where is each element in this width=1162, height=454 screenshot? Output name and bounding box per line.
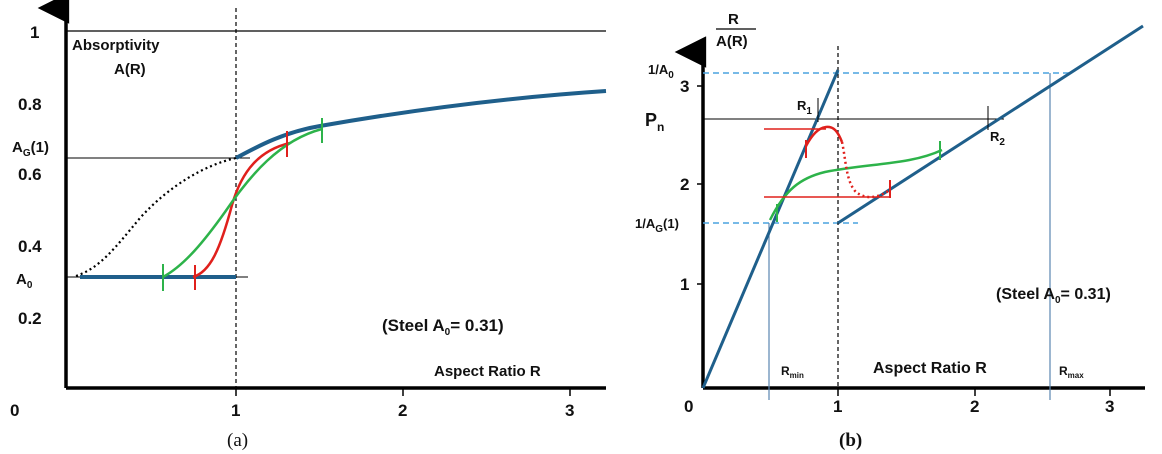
panel-b-xtick-label-0: 0 bbox=[684, 397, 693, 416]
panel-a-ytick-1: 1 bbox=[30, 23, 39, 42]
panel-a-ag-label: AG(1) bbox=[12, 139, 49, 159]
panel-b-red-dotted bbox=[840, 141, 891, 199]
panel-a-ylabel-line1: Absorptivity bbox=[72, 37, 160, 54]
panel-a-note: (Steel A0= 0.31) bbox=[382, 316, 504, 338]
panel-a-xtick-label-3: 3 bbox=[565, 401, 574, 420]
panel-b-red-curve bbox=[804, 125, 844, 147]
panel-b-note: (Steel A0= 0.31) bbox=[996, 286, 1111, 306]
panel-a-xlabel: Aspect Ratio R bbox=[434, 363, 541, 380]
panel-b-rmin-label: Rmin bbox=[781, 364, 804, 380]
panel-b-xtick-label-2: 2 bbox=[970, 397, 979, 416]
panel-b-caption: (b) bbox=[839, 430, 862, 451]
panel-a-ytick-02: 0.2 bbox=[18, 309, 42, 328]
panel-a-main-curve bbox=[235, 89, 607, 160]
panel-a-red-curve bbox=[192, 141, 291, 279]
panel-a-ytick-08: 0.8 bbox=[18, 95, 42, 114]
panel-b-main-line-left bbox=[701, 69, 840, 389]
panel-b-r1-label: R1 bbox=[797, 98, 812, 117]
panel-a-caption: (a) bbox=[227, 430, 248, 451]
panel-a-ytick-06: 0.6 bbox=[18, 165, 42, 184]
panel-a-green-curve bbox=[162, 127, 323, 279]
panel-b-ytick-label-1: 1 bbox=[680, 275, 689, 294]
panel-b-xlabel: Aspect Ratio R bbox=[873, 360, 987, 377]
panel-b-inv-a0-label: 1/A0 bbox=[648, 62, 674, 81]
panel-b-green-curve bbox=[768, 148, 943, 221]
panel-b-ylabel-den: A(R) bbox=[716, 33, 748, 50]
panel-a-ylabel-line2: A(R) bbox=[114, 61, 146, 78]
panel-b-ylabel-num: R bbox=[728, 11, 739, 28]
panel-b-main-line-right bbox=[837, 24, 1144, 225]
panel-b: 3 2 1 0 1 2 3 R A(R) 1/A0 Pn 1/AG(1) R1 … bbox=[635, 11, 1145, 451]
panel-b-rmax-label: Rmax bbox=[1059, 364, 1084, 380]
panel-b-xtick-label-1: 1 bbox=[833, 397, 842, 416]
panel-a: 1 0.8 0.6 0.4 0.2 0 1 2 3 Absorptivity A… bbox=[10, 0, 607, 451]
panel-a-xtick-label-1: 1 bbox=[231, 401, 240, 420]
panel-a-xtick-label-2: 2 bbox=[398, 401, 407, 420]
panel-b-xtick-label-3: 3 bbox=[1105, 397, 1114, 416]
panel-b-inv-ag-label: 1/AG(1) bbox=[635, 216, 679, 235]
panel-a-a0-label: A0 bbox=[16, 271, 33, 291]
panel-b-r2-label: R2 bbox=[990, 129, 1005, 148]
panel-b-ytick-label-2: 2 bbox=[680, 175, 689, 194]
panel-a-xtick-label-0: 0 bbox=[10, 401, 19, 420]
panel-b-pn-label: Pn bbox=[645, 110, 664, 134]
panel-a-ytick-04: 0.4 bbox=[18, 237, 42, 256]
panel-b-ytick-label-3: 3 bbox=[680, 77, 689, 96]
